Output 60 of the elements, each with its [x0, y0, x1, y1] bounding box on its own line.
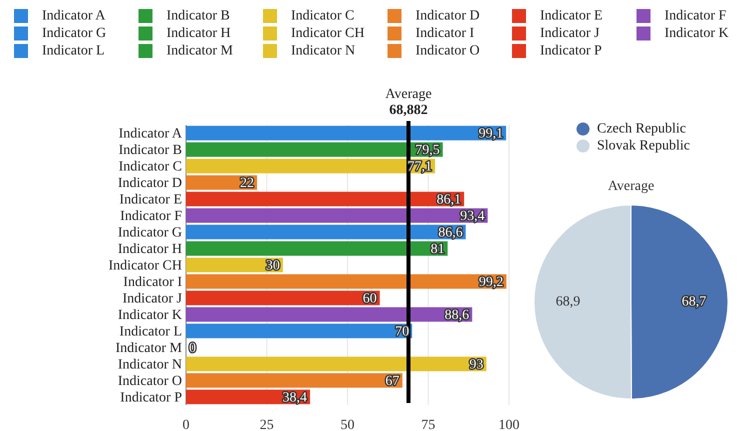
y-tick-label: Indicator H [118, 242, 182, 257]
legend-label: Slovak Republic [597, 138, 690, 154]
data-label: 68,9 [556, 294, 580, 310]
data-label: 67 [385, 374, 400, 389]
data-label: 38,4 [282, 390, 308, 406]
category-label: Indicator C [291, 8, 354, 24]
y-tick-label: Indicator I [123, 274, 182, 290]
category-label: Indicator F [664, 8, 726, 24]
y-tick-label: Indicator F [120, 209, 182, 224]
data-label: 93,4 [460, 209, 485, 224]
category-label: Indicator A [42, 8, 106, 24]
legend-label: Czech Republic [597, 122, 686, 136]
y-tick-label: Indicator M [116, 340, 183, 356]
category-label: Indicator M [166, 44, 233, 58]
x-tick-label: 25 [260, 418, 274, 431]
x-tick-label: 50 [340, 418, 354, 431]
y-tick-label: Indicator G [118, 226, 182, 240]
x-tick-label: 75 [421, 418, 436, 431]
y-tick-label: Indicator E [119, 192, 182, 208]
y-tick-label: Indicator CH [108, 258, 182, 274]
category-label: Indicator K [664, 26, 729, 41]
ref-line-label: Average 68,882 [385, 87, 432, 118]
y-tick-label: Indicator P [120, 390, 182, 406]
y-tick-label: Indicator L [119, 324, 182, 340]
data-label: 60 [362, 291, 377, 306]
category-label: Indicator J [540, 26, 600, 41]
category-label: Indicator D [416, 8, 480, 24]
category-label: Indicator L [42, 44, 105, 58]
y-tick-label: Indicator B [118, 143, 182, 158]
data-label: 79,5 [415, 143, 440, 158]
category-label: Indicator G [42, 26, 106, 41]
y-tick-label: Indicator J [122, 291, 183, 306]
data-label: 88,6 [444, 308, 470, 323]
category-label: Indicator I [416, 26, 474, 41]
x-tick-label: 0 [182, 418, 190, 431]
y-tick-label: Indicator N [118, 357, 182, 372]
category-label: Indicator H [166, 26, 231, 41]
data-label: 22 [240, 176, 254, 192]
data-label: 30 [266, 258, 280, 274]
category-label: Indicator B [166, 8, 230, 24]
data-label: 99,1 [478, 126, 504, 142]
y-tick-label: Indicator D [118, 176, 182, 192]
data-label: 68,7 [682, 294, 706, 310]
y-tick-label: Indicator C [118, 160, 182, 175]
category-label: Indicator O [416, 44, 480, 58]
data-label: 86,1 [436, 192, 462, 208]
y-tick-label: Indicator A [118, 126, 183, 142]
category-label: Indicator CH [291, 26, 364, 41]
category-label: Indicator P [540, 44, 602, 58]
data-label: 81 [430, 242, 445, 258]
data-label: 86,6 [438, 226, 463, 241]
x-tick-label: 100 [498, 418, 520, 431]
category-label: Indicator N [291, 44, 356, 58]
data-label: 0 [189, 340, 196, 356]
y-tick-label: Indicator K [118, 308, 182, 323]
category-label: Indicator E [540, 8, 603, 24]
data-label: 99,2 [478, 274, 504, 290]
data-label: 93 [469, 357, 484, 372]
text: Average [608, 179, 654, 194]
y-tick-label: Indicator O [118, 374, 182, 389]
